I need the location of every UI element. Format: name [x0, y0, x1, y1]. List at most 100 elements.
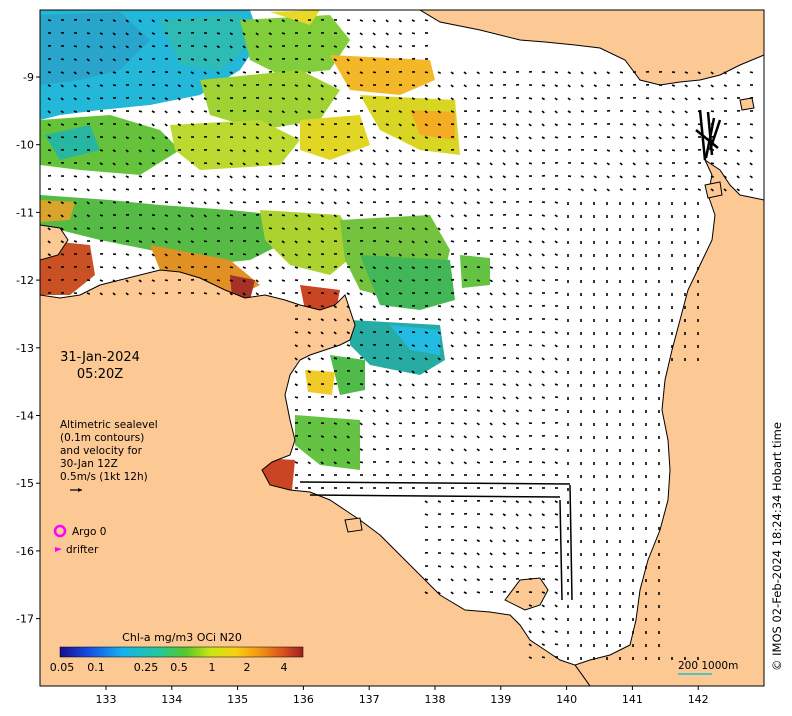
velocity-arrow — [216, 292, 221, 296]
velocity-arrow — [554, 344, 558, 348]
velocity-arrow — [216, 214, 221, 218]
velocity-arrow — [658, 162, 663, 165]
velocity-arrow — [554, 643, 559, 646]
colorbar-tick-label: 1 — [209, 661, 216, 674]
velocity-arrow — [515, 136, 519, 140]
map-time: 05:20Z — [77, 367, 123, 382]
velocity-arrow — [437, 461, 441, 465]
velocity-arrow — [554, 630, 559, 634]
velocity-arrow — [606, 162, 610, 166]
velocity-arrow — [450, 578, 454, 582]
velocity-arrow — [450, 331, 454, 335]
velocity-arrow — [645, 110, 650, 113]
velocity-arrow — [255, 279, 259, 283]
colorbar-tick-label: 2 — [244, 661, 251, 674]
velocity-arrow — [385, 240, 390, 243]
velocity-arrow — [60, 58, 65, 61]
velocity-arrow — [255, 149, 259, 153]
velocity-arrow — [255, 188, 260, 191]
velocity-arrow — [489, 552, 493, 556]
velocity-arrow — [320, 97, 324, 101]
velocity-arrow — [437, 435, 442, 438]
velocity-arrow — [502, 123, 507, 126]
velocity-arrow — [99, 162, 103, 166]
velocity-arrow — [346, 279, 351, 282]
velocity-arrow — [476, 526, 481, 529]
velocity-arrow — [437, 188, 442, 191]
velocity-arrow — [281, 227, 286, 231]
velocity-arrow — [203, 175, 208, 178]
velocity-arrow — [320, 214, 324, 218]
velocity-arrow — [333, 84, 337, 88]
velocity-arrow — [463, 422, 468, 426]
velocity-arrow — [216, 175, 220, 179]
velocity-arrow — [684, 110, 688, 114]
lon-tick-label: 138 — [425, 693, 446, 706]
velocity-arrow — [151, 149, 155, 153]
velocity-arrow — [489, 318, 494, 322]
velocity-arrow — [424, 578, 429, 581]
velocity-arrow — [528, 162, 533, 165]
velocity-arrow — [73, 201, 77, 205]
velocity-arrow — [554, 591, 558, 595]
velocity-arrow — [281, 110, 285, 114]
velocity-arrow — [424, 201, 429, 204]
velocity-arrow — [372, 45, 376, 49]
velocity-arrow — [255, 253, 260, 257]
lon-tick-label: 141 — [622, 693, 643, 706]
velocity-arrow — [203, 84, 207, 88]
velocity-arrow — [424, 461, 429, 465]
lon-tick-label: 133 — [96, 693, 117, 706]
velocity-arrow — [86, 292, 91, 295]
velocity-arrow — [177, 214, 181, 218]
velocity-arrow — [450, 357, 455, 361]
velocity-arrow — [333, 58, 337, 62]
velocity-arrow — [203, 188, 207, 192]
velocity-arrow — [398, 253, 402, 257]
velocity-arrow — [528, 253, 532, 257]
velocity-arrow — [749, 136, 754, 140]
velocity-arrow — [112, 45, 116, 49]
velocity-arrow — [164, 253, 168, 257]
velocity-arrow — [580, 84, 584, 88]
velocity-arrow — [463, 565, 467, 569]
velocity-arrow — [242, 175, 246, 179]
velocity-arrow — [463, 344, 468, 348]
velocity-arrow — [268, 175, 273, 178]
velocity-arrow — [138, 279, 142, 283]
lat-tick-label: -12 — [16, 274, 34, 287]
velocity-arrow — [138, 136, 142, 140]
velocity-arrow — [216, 84, 220, 88]
velocity-arrow — [502, 279, 506, 283]
velocity-arrow — [307, 110, 311, 114]
velocity-arrow — [515, 305, 520, 308]
velocity-arrow — [463, 175, 467, 179]
velocity-arrow — [333, 305, 337, 309]
velocity-arrow — [437, 370, 442, 374]
velocity-arrow — [398, 279, 402, 283]
velocity-arrow — [125, 188, 130, 191]
velocity-arrow — [411, 149, 416, 152]
velocity-arrow — [658, 97, 663, 100]
velocity-arrow — [164, 266, 169, 270]
velocity-arrow — [450, 591, 454, 595]
velocity-arrow — [294, 201, 299, 204]
velocity-arrow — [294, 266, 299, 269]
velocity-arrow — [450, 84, 454, 88]
velocity-arrow — [177, 240, 181, 244]
velocity-arrow — [73, 227, 77, 231]
velocity-arrow — [437, 214, 441, 218]
velocity-arrow — [47, 136, 52, 139]
velocity-arrow — [489, 188, 493, 192]
argo-marker-icon — [53, 524, 67, 538]
velocity-arrow — [99, 19, 104, 22]
velocity-arrow — [567, 123, 572, 126]
velocity-arrow — [476, 214, 481, 217]
velocity-arrow — [125, 19, 129, 23]
velocity-arrow — [60, 97, 64, 101]
velocity-arrow — [515, 253, 519, 257]
velocity-arrow — [398, 357, 403, 360]
velocity-arrow — [385, 435, 390, 438]
velocity-arrow — [411, 136, 415, 140]
velocity-arrow — [411, 227, 415, 231]
